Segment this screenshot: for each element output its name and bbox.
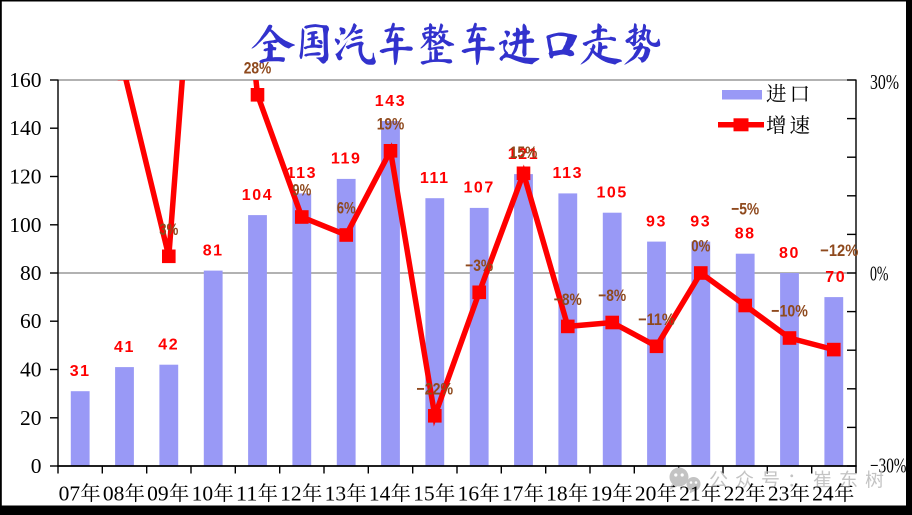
svg-text:0%: 0% xyxy=(870,262,889,286)
svg-text:23: 23 xyxy=(768,482,790,506)
svg-text:13: 13 xyxy=(325,482,347,506)
svg-text:111: 111 xyxy=(420,170,450,187)
svg-text:−10%: −10% xyxy=(771,302,808,321)
svg-text:80: 80 xyxy=(20,261,42,285)
svg-text:20: 20 xyxy=(635,482,657,506)
svg-text:70: 70 xyxy=(825,269,846,286)
svg-text:−22%: −22% xyxy=(417,379,454,398)
svg-text:28%: 28% xyxy=(244,58,272,77)
svg-text:14: 14 xyxy=(369,482,391,506)
svg-text:11: 11 xyxy=(236,482,258,506)
svg-text:08: 08 xyxy=(103,482,125,506)
svg-text:93: 93 xyxy=(646,213,667,230)
svg-text:10: 10 xyxy=(192,482,214,506)
svg-text:12: 12 xyxy=(280,482,302,506)
svg-text:15%: 15% xyxy=(510,143,538,162)
svg-text:104: 104 xyxy=(242,187,274,204)
svg-text:60: 60 xyxy=(20,309,42,333)
svg-text:17: 17 xyxy=(502,482,524,506)
svg-text:30%: 30% xyxy=(870,70,899,94)
svg-text:107: 107 xyxy=(463,180,495,197)
svg-text:19%: 19% xyxy=(377,114,405,133)
svg-text:42: 42 xyxy=(158,337,179,354)
svg-text:105: 105 xyxy=(596,185,628,202)
svg-text:121: 121 xyxy=(508,146,540,163)
svg-text:−8%: −8% xyxy=(554,290,582,309)
svg-text:22: 22 xyxy=(724,482,746,506)
svg-text:88: 88 xyxy=(735,226,756,243)
svg-text:−11%: −11% xyxy=(638,310,675,329)
svg-text:93: 93 xyxy=(690,213,711,230)
svg-text:40: 40 xyxy=(20,358,42,382)
svg-text:113: 113 xyxy=(286,165,317,182)
svg-text:100: 100 xyxy=(9,213,41,237)
svg-text:140: 140 xyxy=(9,116,41,140)
svg-text:−8%: −8% xyxy=(598,286,626,305)
svg-text:3%: 3% xyxy=(159,220,178,239)
svg-text:16: 16 xyxy=(458,482,480,506)
svg-text:9%: 9% xyxy=(292,181,311,200)
svg-text:6%: 6% xyxy=(337,199,356,218)
svg-text:0%: 0% xyxy=(691,237,710,256)
svg-text:−12%: −12% xyxy=(820,241,858,260)
svg-text:41: 41 xyxy=(114,339,135,356)
svg-text:18: 18 xyxy=(546,482,568,506)
svg-text:−5%: −5% xyxy=(731,199,759,218)
svg-text:21: 21 xyxy=(679,482,701,506)
svg-text:143: 143 xyxy=(375,93,407,110)
svg-text:113: 113 xyxy=(552,165,583,182)
svg-text:160: 160 xyxy=(9,68,41,92)
svg-text:0: 0 xyxy=(31,454,42,478)
svg-text:15: 15 xyxy=(413,482,435,506)
svg-text:20: 20 xyxy=(20,406,42,430)
svg-text:09: 09 xyxy=(147,482,169,506)
svg-text:24: 24 xyxy=(812,482,834,506)
svg-text:119: 119 xyxy=(331,151,362,168)
svg-text:81: 81 xyxy=(203,242,224,259)
svg-text:120: 120 xyxy=(9,165,41,189)
svg-text:07: 07 xyxy=(59,482,81,506)
svg-text:31: 31 xyxy=(70,363,91,380)
svg-text:19: 19 xyxy=(591,482,613,506)
svg-text:−3%: −3% xyxy=(465,256,493,275)
svg-text:80: 80 xyxy=(779,245,800,262)
